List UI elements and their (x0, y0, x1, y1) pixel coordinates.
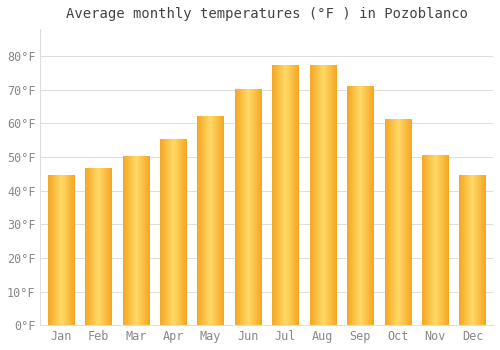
Title: Average monthly temperatures (°F ) in Pozoblanco: Average monthly temperatures (°F ) in Po… (66, 7, 468, 21)
